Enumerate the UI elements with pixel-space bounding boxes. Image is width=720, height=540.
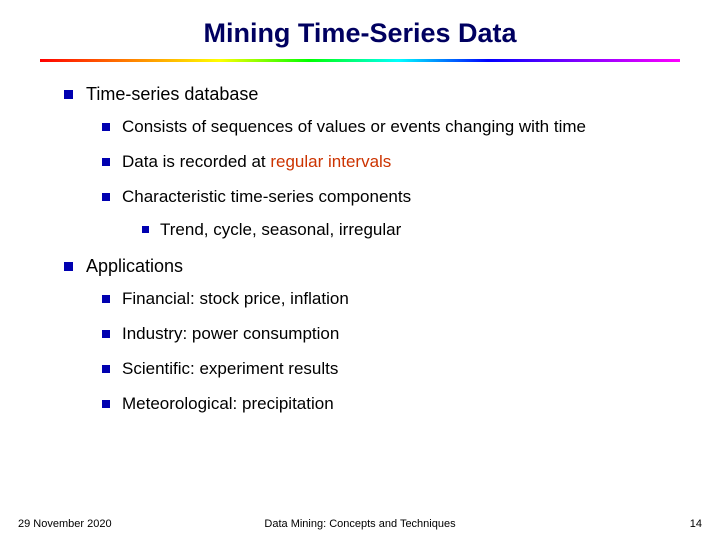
list-item-text: Meteorological: precipitation: [122, 394, 334, 413]
list-item-text: Industry: power consumption: [122, 324, 339, 343]
highlight-text: regular intervals: [270, 152, 391, 171]
list-item: Meteorological: precipitation: [98, 393, 680, 416]
slide-content: Time-series database Consists of sequenc…: [40, 82, 680, 416]
list-item-label: Applications: [86, 256, 183, 276]
list-item-text: Scientific: experiment results: [122, 359, 338, 378]
list-item-text: Financial: stock price, inflation: [122, 289, 349, 308]
list-item: Scientific: experiment results: [98, 358, 680, 381]
list-item-label: Time-series database: [86, 84, 258, 104]
list-item: Applications Financial: stock price, inf…: [60, 254, 680, 416]
list-item-text: Characteristic time-series components: [122, 187, 411, 206]
footer-page-number: 14: [690, 518, 702, 530]
list-item: Consists of sequences of values or event…: [98, 116, 680, 139]
bullet-list-level2: Consists of sequences of values or event…: [86, 116, 680, 242]
footer-title: Data Mining: Concepts and Techniques: [264, 518, 455, 530]
list-item: Financial: stock price, inflation: [98, 288, 680, 311]
list-item: Time-series database Consists of sequenc…: [60, 82, 680, 242]
list-item: Trend, cycle, seasonal, irregular: [138, 219, 680, 242]
list-item-text: Trend, cycle, seasonal, irregular: [160, 220, 401, 239]
list-item: Industry: power consumption: [98, 323, 680, 346]
slide-container: Mining Time-Series Data Time-series data…: [0, 0, 720, 540]
divider-rainbow: [40, 59, 680, 62]
bullet-list-level3: Trend, cycle, seasonal, irregular: [122, 219, 680, 242]
footer-date: 29 November 2020: [18, 518, 112, 530]
list-item: Characteristic time-series components Tr…: [98, 186, 680, 242]
list-item-text: Data is recorded at: [122, 152, 270, 171]
list-item-text: Consists of sequences of values or event…: [122, 117, 586, 136]
bullet-list-level1: Time-series database Consists of sequenc…: [60, 82, 680, 416]
slide-title: Mining Time-Series Data: [40, 18, 680, 49]
list-item: Data is recorded at regular intervals: [98, 151, 680, 174]
bullet-list-level2: Financial: stock price, inflation Indust…: [86, 288, 680, 416]
